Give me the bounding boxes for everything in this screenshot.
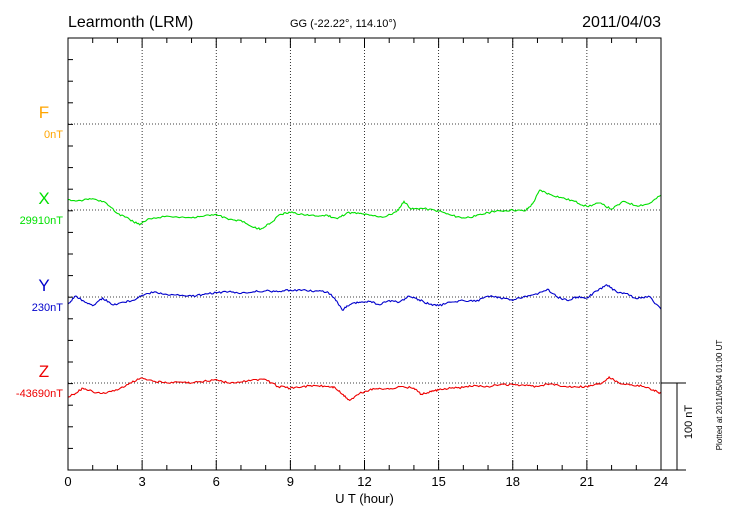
x-tick-label: 3 bbox=[139, 474, 146, 489]
grid bbox=[68, 38, 661, 470]
series-labels: F 0nT X 29910nT Y 230nT Z -43690nT bbox=[16, 103, 63, 400]
series-name-y: Y bbox=[38, 276, 49, 295]
x-tick-label: 12 bbox=[357, 474, 371, 489]
x-tick-label: 6 bbox=[213, 474, 220, 489]
x-tick-label: 24 bbox=[654, 474, 668, 489]
series-baseline-f: 0nT bbox=[44, 129, 63, 141]
x-tick-label: 21 bbox=[580, 474, 594, 489]
scale-bar: 100 nT bbox=[661, 382, 695, 471]
plot-frame bbox=[67, 37, 662, 471]
series-line-x bbox=[68, 189, 662, 231]
series-baseline-x: 29910nT bbox=[20, 215, 64, 227]
series-name-x: X bbox=[38, 189, 49, 208]
x-tick-label: 0 bbox=[64, 474, 71, 489]
plotted-timestamp: Plotted at 2011/05/04 01:00 UT bbox=[715, 340, 724, 451]
date-label: 2011/04/03 bbox=[582, 14, 661, 31]
series-lines bbox=[67, 189, 662, 402]
scale-bar-label: 100 nT bbox=[683, 405, 695, 440]
station-title: Learmonth (LRM) bbox=[68, 14, 193, 31]
series-baseline-z: -43690nT bbox=[16, 388, 63, 400]
x-tick-label: 9 bbox=[287, 474, 294, 489]
coordinates-label: GG (-22.22°, 114.10°) bbox=[290, 18, 396, 30]
x-tick-labels: 0 3 6 9 12 15 18 21 24 bbox=[64, 474, 668, 489]
x-axis-title: U T (hour) bbox=[335, 491, 394, 506]
series-line-z bbox=[68, 375, 662, 402]
series-baseline-y: 230nT bbox=[32, 302, 63, 314]
series-line-y bbox=[67, 284, 662, 311]
x-tick-label: 15 bbox=[431, 474, 445, 489]
series-name-f: F bbox=[39, 103, 49, 122]
x-tick-label: 18 bbox=[506, 474, 520, 489]
series-name-z: Z bbox=[39, 362, 49, 381]
